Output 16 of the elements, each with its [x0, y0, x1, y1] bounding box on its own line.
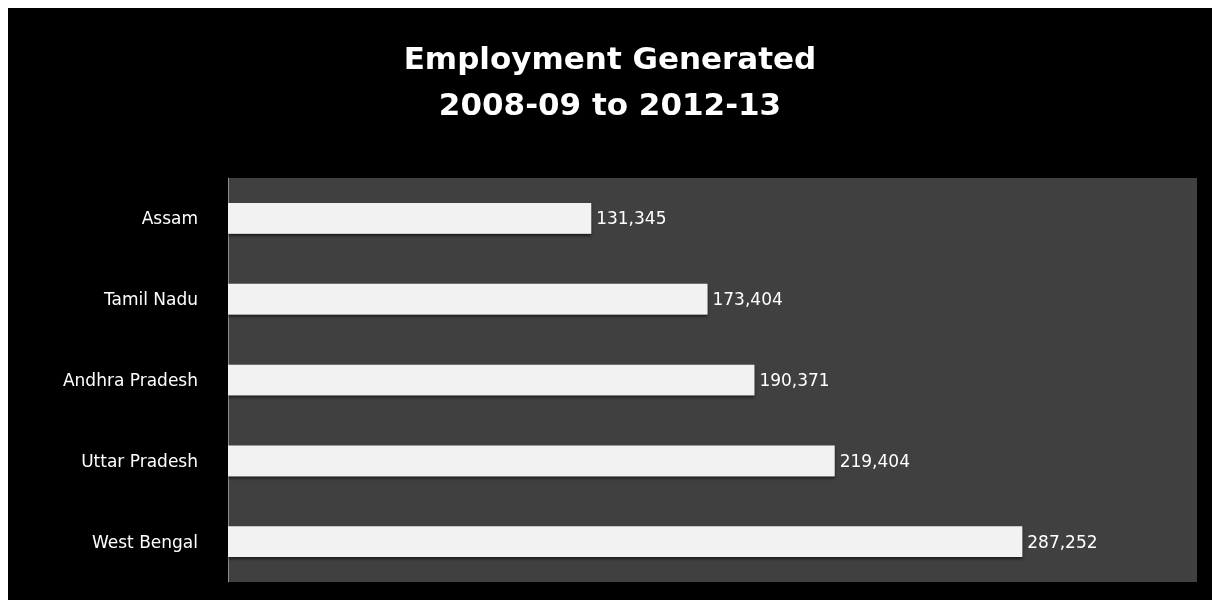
bar — [228, 203, 592, 234]
y-tick-label: Uttar Pradesh — [81, 450, 198, 471]
y-tick-label: West Bengal — [91, 531, 198, 552]
bar — [228, 526, 1023, 557]
data-label: 173,404 — [712, 289, 783, 310]
chart-title: Employment Generated 2008-09 to 2012-13 — [403, 40, 817, 122]
data-label: 219,404 — [839, 450, 910, 471]
y-tick-label: Andhra Pradesh — [62, 370, 198, 390]
y-tick-label: Tamil Nadu — [102, 289, 198, 310]
data-label: 287,252 — [1027, 531, 1098, 552]
y-tick-label: Assam — [141, 208, 198, 229]
data-label: 131,345 — [596, 208, 667, 229]
bar — [228, 445, 835, 477]
data-label: 190,371 — [759, 370, 830, 390]
bar — [228, 283, 708, 315]
bar — [228, 364, 755, 396]
